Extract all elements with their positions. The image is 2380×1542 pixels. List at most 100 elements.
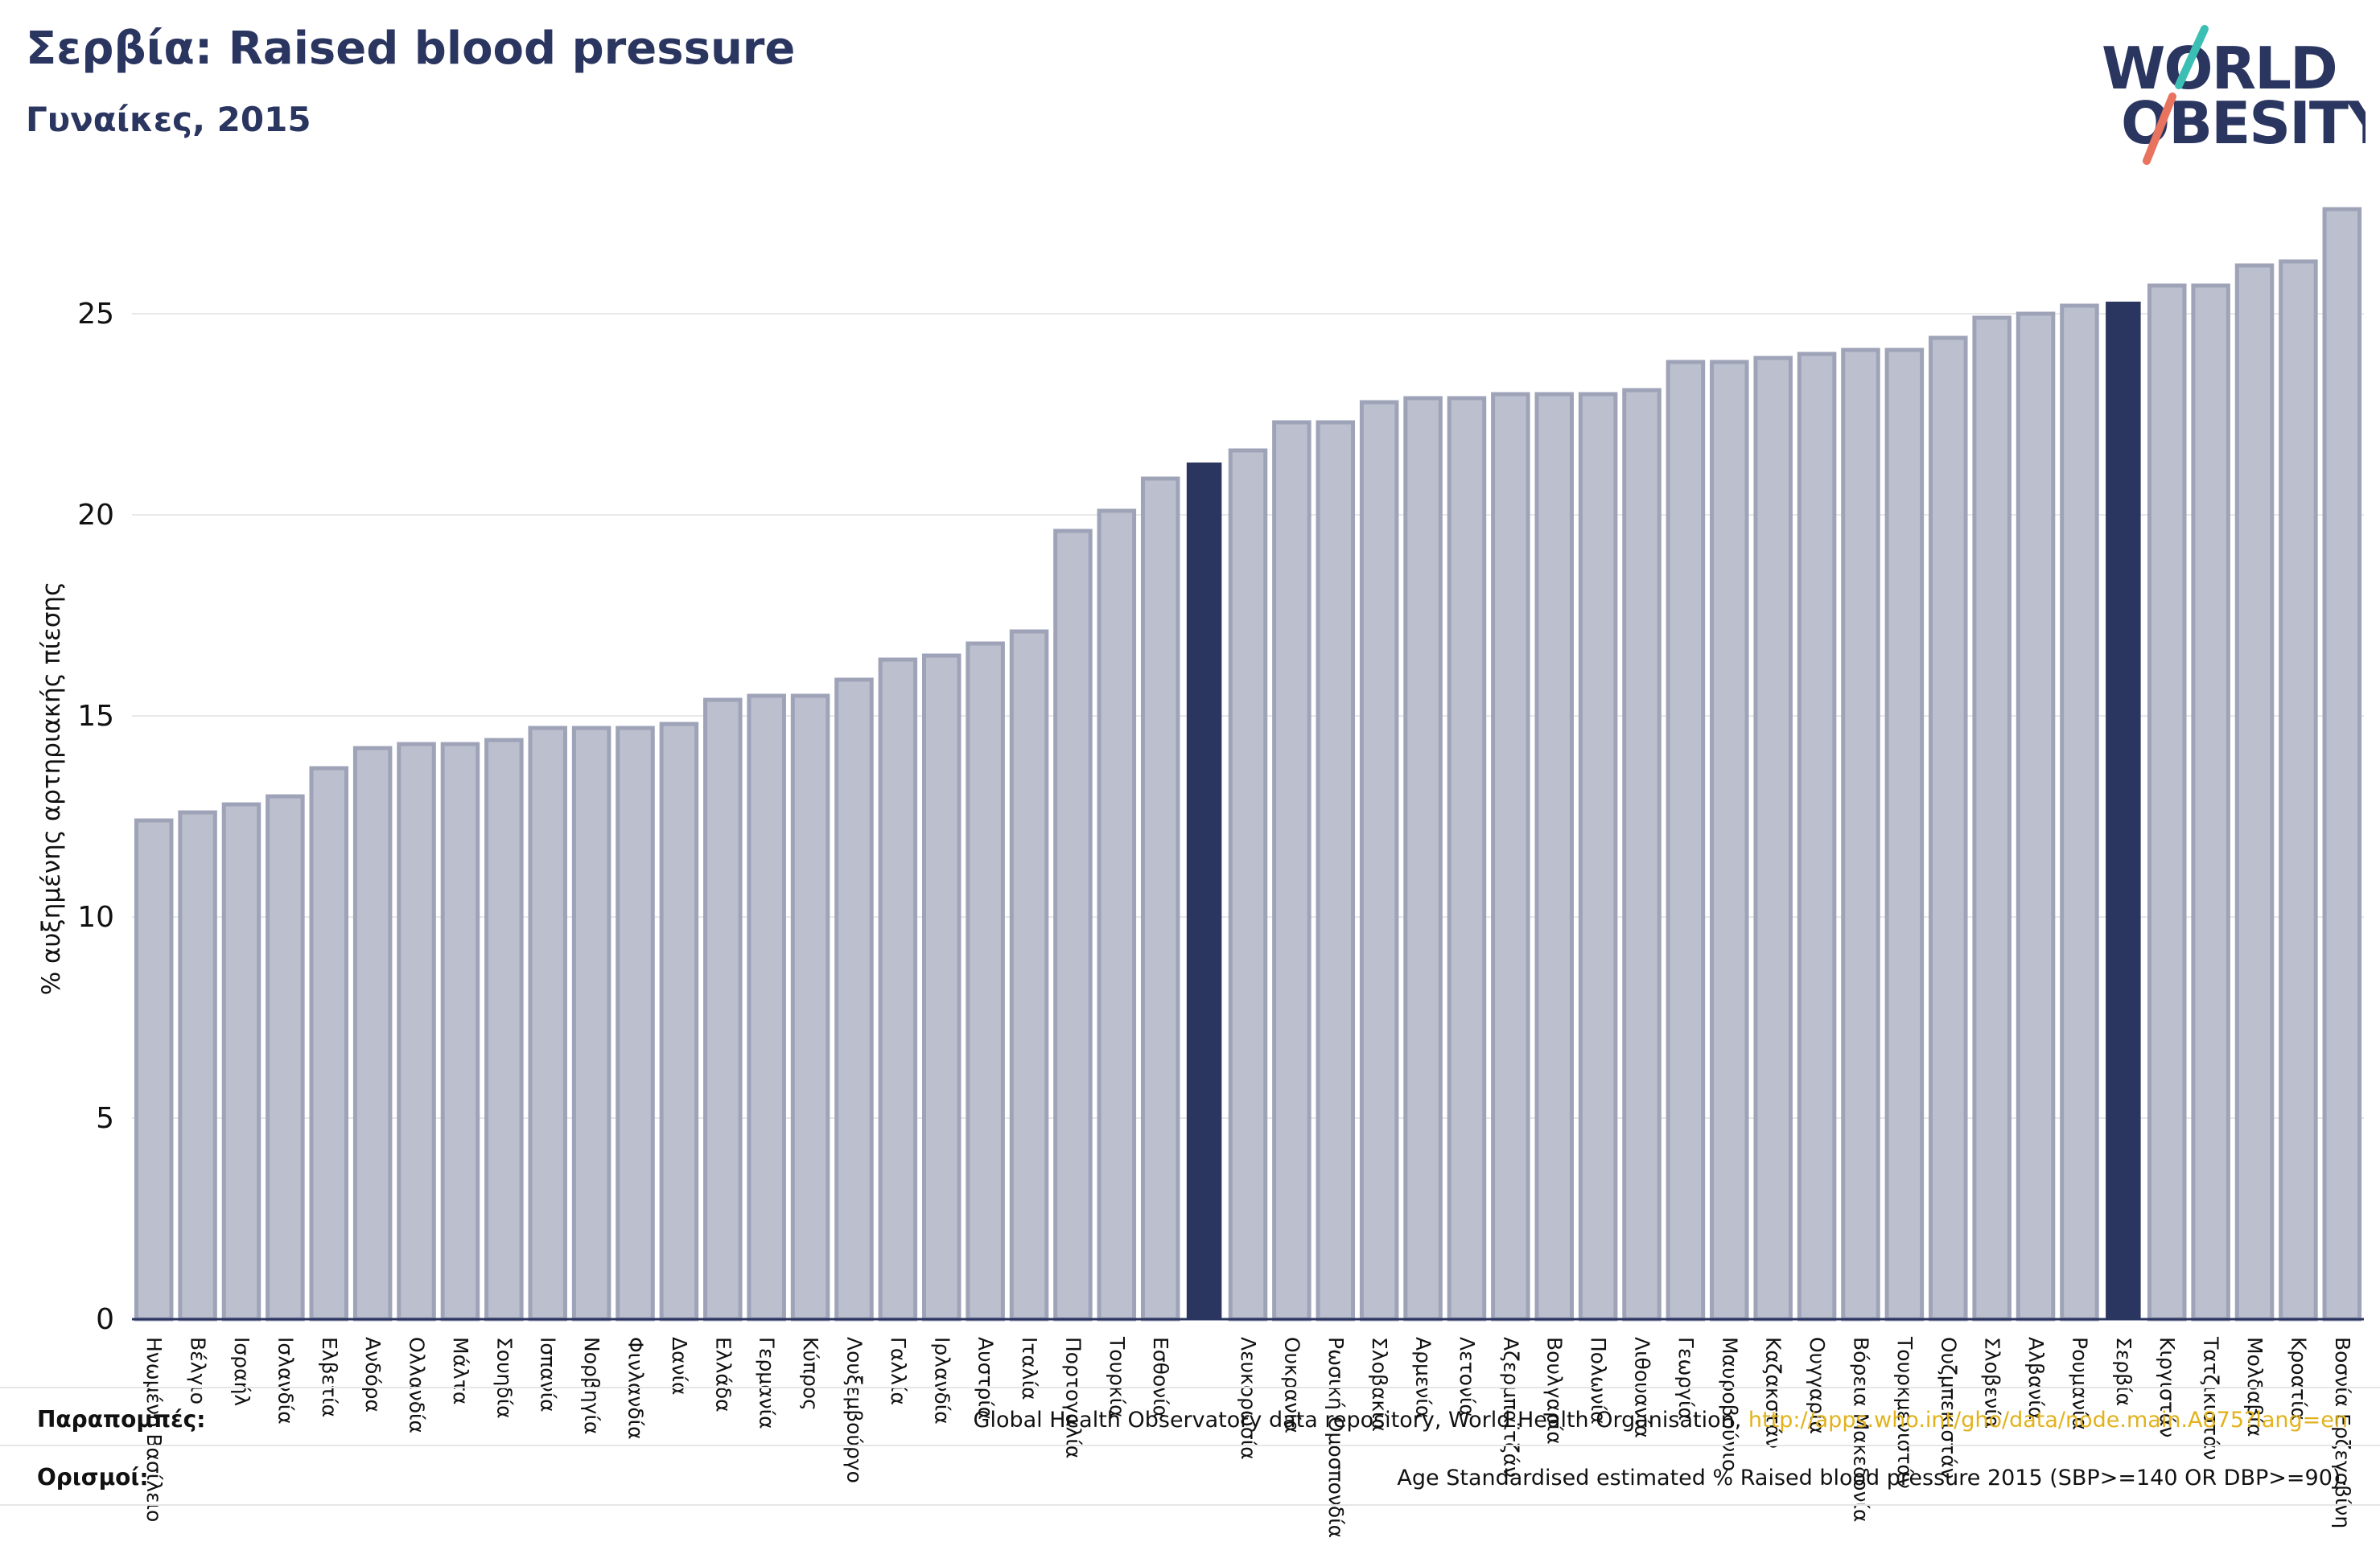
bar: [1578, 392, 1618, 1322]
bar: [397, 742, 436, 1322]
x-tick-label: Αλβανία: [2024, 1337, 2048, 1420]
x-tick-label: Γεωργία: [1674, 1337, 1698, 1421]
bar: [352, 746, 393, 1322]
chart-subtitle: Γυναίκες, 2015: [26, 100, 311, 139]
bar: [1097, 508, 1137, 1322]
x-tick-label: Ισπανία: [537, 1337, 560, 1412]
bar: [1753, 356, 1793, 1322]
x-tick-label: Σερβία: [2112, 1337, 2135, 1406]
y-tick-label: 20: [77, 499, 114, 532]
x-tick-label: Ηνωμένο Βασίλειο: [142, 1337, 166, 1522]
x-tick-label: Βόρεια Μακεδονία: [1849, 1337, 1872, 1523]
x-tick-label: Μαυροβούνιο: [1718, 1337, 1741, 1471]
x-tick-label: Κροατία: [2287, 1337, 2310, 1421]
sources-text: Global Health Observatory data repositor…: [974, 1408, 2348, 1433]
x-tick-label: Ιταλία: [1018, 1337, 1041, 1400]
bar: [1841, 347, 1880, 1322]
bar: [1534, 392, 1575, 1322]
bar: [1186, 463, 1222, 1319]
definitions-row: Ορισμοί: Age Standardised estimated % Ra…: [0, 1445, 2380, 1506]
x-tick-label: Σουηδία: [492, 1337, 516, 1419]
bar: [1972, 315, 2011, 1322]
logo-line1: WORLD: [2102, 35, 2337, 102]
bar: [2060, 303, 2099, 1322]
x-tick-label: Βοσνία Ερζεγοβίνη: [2331, 1337, 2354, 1528]
x-tick-label: Δανία: [668, 1337, 691, 1396]
x-tick-label: Νορβηγία: [580, 1337, 603, 1434]
x-tick-label: Σλοβακία: [1368, 1337, 1391, 1432]
x-tick-label: Τουρκμενιστάν: [1893, 1336, 1917, 1489]
sources-description: Global Health Observatory data repositor…: [973, 1408, 1748, 1433]
bar: [747, 693, 786, 1322]
bar: [1403, 396, 1443, 1322]
bar: [484, 738, 524, 1322]
bar: [1929, 335, 1968, 1322]
bar: [1009, 629, 1049, 1322]
bar: [2147, 283, 2187, 1322]
logo-slash-teal: [2175, 25, 2209, 89]
bar: [1666, 360, 1706, 1322]
x-tick-label: Ουγγαρία: [1806, 1337, 1829, 1434]
bar: [178, 810, 217, 1322]
bar: [221, 802, 261, 1322]
definitions-text: Age Standardised estimated % Raised bloo…: [1397, 1466, 2348, 1491]
x-tick-label: Ελβετία: [318, 1337, 341, 1417]
bar: [1140, 476, 1180, 1322]
bar: [2016, 311, 2056, 1322]
bar: [1447, 396, 1487, 1322]
x-tick-label: Κύπρος: [799, 1337, 822, 1411]
bar: [966, 641, 1005, 1322]
bar: [440, 742, 480, 1322]
y-tick-label: 5: [96, 1102, 114, 1135]
x-tick-label: Ιρλανδία: [930, 1337, 953, 1425]
x-tick-label: Πορτογαλία: [1061, 1337, 1085, 1458]
sources-row: Παραπομπές: Global Health Observatory da…: [0, 1387, 2380, 1446]
x-tick-label: Καζακστάν: [1762, 1337, 1785, 1449]
bar: [134, 818, 174, 1322]
bar: [1710, 360, 1749, 1322]
x-tick-label: Ισλανδία: [274, 1337, 297, 1425]
bar: [834, 677, 874, 1322]
x-tick-label: Ολλανδία: [406, 1337, 429, 1433]
x-tick-label: Λευκορωσία: [1237, 1337, 1260, 1460]
bar: [2191, 283, 2230, 1322]
x-tick-label: Τουρκία: [1106, 1336, 1129, 1418]
bar: [1272, 420, 1311, 1322]
y-tick-label: 15: [77, 700, 114, 733]
x-tick-label: Ουκρανία: [1280, 1337, 1303, 1433]
bar: [1316, 420, 1356, 1322]
bar: [878, 657, 918, 1322]
x-tick-label: Μάλτα: [449, 1337, 472, 1404]
world-obesity-logo: WORLD OBESITY: [2102, 25, 2366, 165]
bar: [1622, 388, 1661, 1322]
bar: [703, 697, 743, 1322]
y-tick-label: 25: [77, 298, 114, 331]
bar: [921, 653, 961, 1322]
bar: [1797, 352, 1837, 1322]
y-tick-label: 0: [96, 1303, 114, 1336]
bar: [790, 693, 830, 1322]
bar: [2279, 259, 2318, 1322]
sources-link[interactable]: http://apps.who.int/gho/data/node.main.A…: [1748, 1408, 2348, 1433]
x-tick-label: Εσθονία: [1149, 1337, 1172, 1418]
definitions-label: Ορισμοί:: [37, 1464, 149, 1491]
bar: [2106, 302, 2141, 1319]
chart-title: Σερβία: Raised blood pressure: [26, 23, 796, 75]
bar: [616, 726, 655, 1322]
x-tick-label: Γερμανία: [756, 1337, 779, 1429]
bar: [659, 722, 699, 1322]
bar: [1884, 347, 1925, 1322]
x-tick-label: Γαλλία: [887, 1337, 910, 1405]
x-tick-label: Ρουμανία: [2068, 1337, 2091, 1430]
bar: [571, 726, 611, 1322]
bar: [1228, 448, 1268, 1322]
x-tick-label: Ουζμπεκιστάν: [1937, 1337, 1960, 1479]
x-tick-label: Αρμενία: [1412, 1337, 1435, 1418]
bar: [2322, 207, 2362, 1322]
x-tick-label: Ισραήλ: [230, 1337, 253, 1406]
logo-slash-coral: [2143, 93, 2176, 165]
bar: [528, 726, 567, 1322]
bar: [1359, 400, 1399, 1322]
x-tick-label: Λουξεμβούργο: [842, 1337, 866, 1483]
